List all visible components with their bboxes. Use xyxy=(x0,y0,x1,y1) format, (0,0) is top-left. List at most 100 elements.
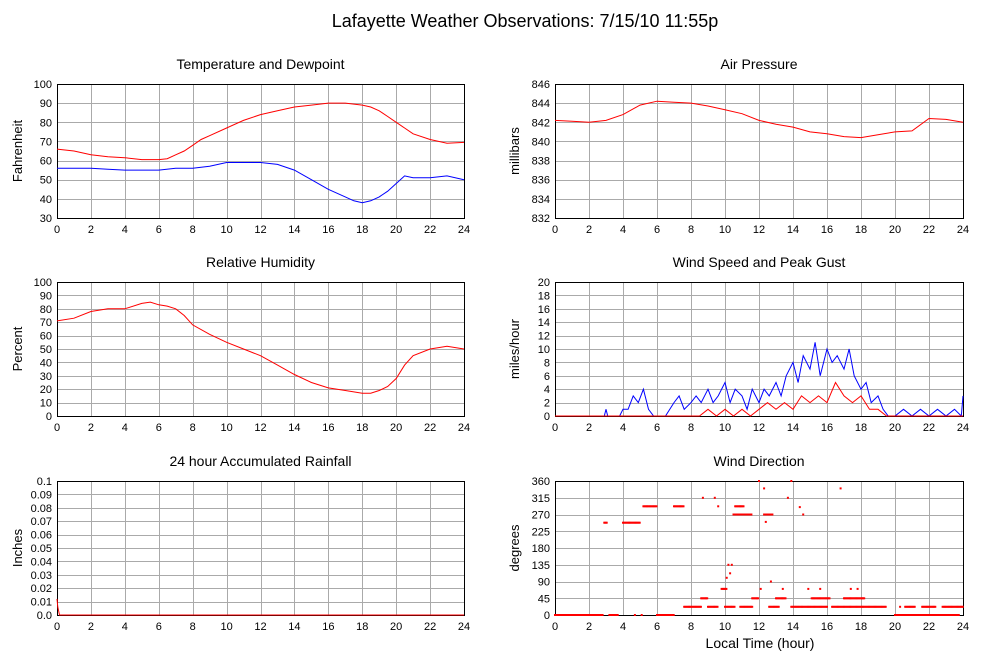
direction-point xyxy=(724,587,727,590)
direction-point xyxy=(647,505,650,508)
direction-point xyxy=(915,614,918,616)
pressure-series-0-line xyxy=(554,100,964,139)
direction-point xyxy=(844,597,847,600)
wind-ytick-label: 12 xyxy=(538,331,550,343)
direction-point xyxy=(845,605,848,608)
direction-point xyxy=(797,605,800,608)
direction-point xyxy=(699,605,702,608)
direction-point xyxy=(837,605,839,608)
pressure-xtick-label: 20 xyxy=(889,224,901,236)
direction-point xyxy=(701,597,704,600)
direction-point xyxy=(769,513,772,516)
direction-point xyxy=(775,605,778,608)
direction-point xyxy=(636,521,639,524)
direction-point xyxy=(799,605,802,608)
pressure-ytick-label: 844 xyxy=(532,98,550,110)
pressure-xtick-label: 0 xyxy=(552,224,558,236)
direction-point xyxy=(568,614,571,616)
direction-point xyxy=(654,505,657,508)
direction-point xyxy=(945,614,948,616)
direction-point xyxy=(948,614,951,616)
rain-ytick-label: 0.08 xyxy=(31,503,52,515)
direction-point xyxy=(950,614,953,616)
temp-xtick-label: 22 xyxy=(424,224,436,236)
direction-point xyxy=(750,513,753,516)
direction-point xyxy=(587,614,590,616)
direction-point xyxy=(811,605,814,608)
direction-point xyxy=(846,597,849,600)
direction-point xyxy=(683,605,686,608)
direction-point xyxy=(739,513,742,516)
direction-point xyxy=(715,605,718,608)
direction-point xyxy=(753,597,756,600)
direction-point xyxy=(771,513,774,516)
direction-point xyxy=(660,614,663,616)
direction-point xyxy=(930,605,933,608)
direction-point xyxy=(663,614,666,616)
humidity-ytick-label: 100 xyxy=(34,277,52,289)
direction-point xyxy=(622,521,624,524)
direction-point xyxy=(783,597,786,600)
direction-point xyxy=(942,614,945,616)
direction-point xyxy=(677,505,680,508)
direction-point xyxy=(565,614,568,616)
direction-point xyxy=(633,614,636,616)
direction-point xyxy=(791,605,794,608)
temp-xtick-label: 18 xyxy=(356,224,368,236)
direction-point xyxy=(571,614,574,616)
direction-point xyxy=(725,576,728,579)
wind-ytick-label: 20 xyxy=(538,277,550,289)
direction-point xyxy=(901,614,904,616)
direction-point xyxy=(643,505,646,508)
direction-point xyxy=(900,614,902,616)
direction-point xyxy=(928,605,931,608)
direction-point xyxy=(739,505,741,508)
direction-point xyxy=(711,605,714,608)
direction-point xyxy=(710,605,713,608)
direction-point xyxy=(793,605,796,608)
direction-point xyxy=(727,563,730,566)
direction-point xyxy=(633,521,636,524)
humidity-ytick-label: 0 xyxy=(46,411,52,423)
direction-point xyxy=(653,505,656,508)
direction-point xyxy=(813,597,816,600)
wind-xtick-label: 24 xyxy=(957,422,969,434)
direction-xtick-label: 14 xyxy=(787,621,799,633)
direction-point xyxy=(650,505,653,508)
direction-point xyxy=(662,614,664,616)
direction-point xyxy=(947,614,949,616)
direction-point xyxy=(705,597,707,600)
wind-xtick-label: 16 xyxy=(821,422,833,434)
direction-point xyxy=(802,513,805,516)
direction-point xyxy=(776,605,779,608)
direction-point xyxy=(959,605,962,608)
rain-xtick-label: 18 xyxy=(356,621,368,633)
wind-ytick-label: 8 xyxy=(544,357,550,369)
direction-point xyxy=(863,597,866,600)
direction-point xyxy=(774,605,777,608)
direction-point xyxy=(637,521,640,524)
temp-xtick-label: 20 xyxy=(390,224,402,236)
direction-point xyxy=(680,505,683,508)
direction-point xyxy=(944,614,947,616)
direction-point xyxy=(866,605,869,608)
direction-point xyxy=(615,614,618,616)
direction-point xyxy=(740,605,743,608)
direction-point xyxy=(913,605,916,608)
direction-point xyxy=(926,605,928,608)
direction-point xyxy=(810,597,813,600)
direction-point xyxy=(696,605,699,608)
direction-point xyxy=(751,597,754,600)
direction-point xyxy=(946,605,949,608)
direction-point xyxy=(594,614,597,616)
direction-point xyxy=(558,614,561,616)
direction-point xyxy=(657,614,660,616)
direction-point xyxy=(671,614,674,616)
rain-ytick-label: 0.07 xyxy=(31,516,52,528)
direction-point xyxy=(833,605,836,608)
direction-point xyxy=(921,605,924,608)
direction-point xyxy=(738,513,741,516)
rain-ytick-label: 0.04 xyxy=(31,556,52,568)
